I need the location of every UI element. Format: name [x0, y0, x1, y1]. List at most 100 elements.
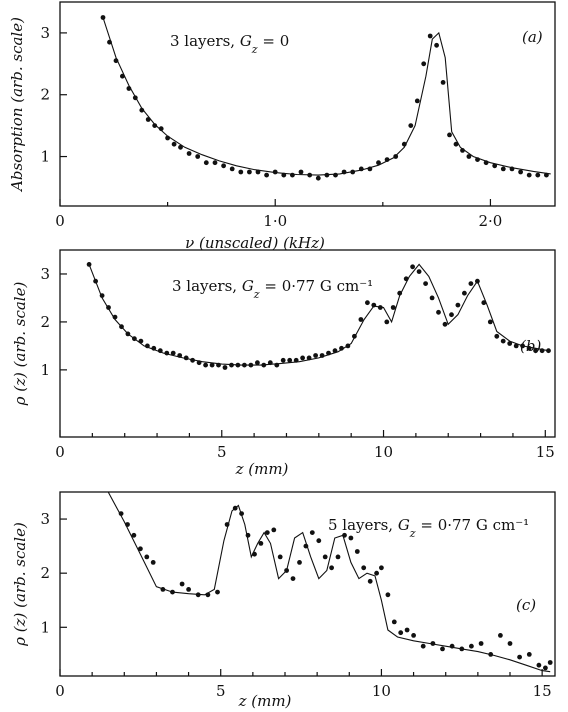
data-point	[494, 333, 500, 339]
y-axis-title: Absorption (arb. scale)	[8, 17, 26, 193]
data-point	[139, 107, 145, 113]
data-point	[203, 160, 209, 166]
data-point	[416, 269, 422, 274]
data-point	[348, 535, 354, 541]
data-point	[442, 321, 448, 327]
y-tick-label: 3	[40, 265, 50, 283]
data-point	[478, 641, 484, 646]
data-point	[307, 172, 313, 178]
data-point	[248, 362, 254, 368]
data-point	[138, 546, 143, 552]
data-point	[306, 355, 312, 361]
data-point	[492, 163, 498, 169]
x-tick-label: 1·0	[263, 212, 287, 230]
y-axis-title: ρ (z) (arb. scale)	[11, 282, 29, 407]
data-point	[404, 627, 410, 633]
data-point	[547, 660, 553, 665]
data-point	[385, 592, 391, 598]
data-point	[212, 160, 218, 166]
data-point	[526, 172, 532, 178]
data-point	[487, 319, 493, 325]
data-point	[119, 324, 124, 330]
data-point	[352, 333, 357, 339]
data-point	[196, 360, 202, 366]
panel-title: 3 layers, Gz = 0·77 G cm⁻¹	[172, 277, 373, 301]
x-tick-label: 10	[374, 443, 393, 461]
data-point	[183, 355, 189, 361]
data-point	[411, 633, 416, 638]
data-point	[398, 630, 404, 636]
data-point	[145, 117, 151, 122]
data-point	[520, 343, 525, 349]
data-point	[466, 154, 472, 159]
data-point	[354, 549, 360, 554]
data-point	[264, 172, 269, 178]
data-point	[112, 314, 118, 320]
data-point	[460, 148, 465, 153]
data-point	[430, 641, 436, 646]
data-point	[264, 530, 270, 535]
data-point	[274, 362, 280, 368]
data-point	[151, 345, 157, 351]
data-point	[158, 126, 164, 132]
data-point	[316, 538, 322, 544]
data-point	[164, 350, 170, 356]
data-point	[277, 554, 283, 560]
data-point	[324, 172, 330, 178]
data-point	[113, 58, 119, 64]
x-tick-label: 0	[55, 212, 65, 230]
x-axis-title: z (mm)	[238, 692, 292, 710]
data-point	[252, 551, 257, 557]
data-point	[255, 169, 261, 175]
data-point	[535, 172, 541, 178]
data-point	[410, 264, 415, 270]
data-point	[420, 643, 426, 649]
data-point	[329, 565, 334, 571]
data-point	[447, 132, 452, 138]
data-point	[203, 362, 209, 368]
data-point	[132, 336, 137, 342]
data-point	[300, 355, 305, 361]
x-tick-label: 2·0	[479, 212, 503, 230]
data-point	[361, 565, 367, 571]
data-point	[224, 522, 230, 527]
data-point	[421, 61, 427, 67]
data-point	[379, 565, 384, 571]
data-point	[333, 172, 338, 178]
data-point	[459, 646, 465, 652]
data-point	[393, 154, 399, 159]
data-point	[322, 554, 328, 560]
data-point	[107, 39, 112, 45]
plot-frame	[59, 1, 556, 207]
data-point	[125, 522, 130, 527]
data-point	[195, 592, 201, 598]
data-point	[376, 160, 381, 166]
data-point	[518, 169, 523, 175]
data-point	[509, 166, 515, 172]
data-point	[229, 166, 235, 172]
y-axis-title: ρ (z) (arb. scale)	[11, 522, 29, 647]
x-axis-title: z (mm)	[235, 460, 289, 478]
data-point	[170, 589, 175, 595]
y-tick-label: 2	[40, 564, 50, 582]
data-point	[232, 505, 238, 511]
data-point	[258, 541, 264, 546]
data-point	[144, 554, 150, 560]
data-point	[255, 360, 260, 366]
data-point	[332, 348, 338, 354]
data-point	[93, 278, 98, 284]
data-point	[126, 86, 132, 91]
data-point	[178, 144, 183, 150]
data-point	[242, 362, 247, 368]
data-point	[345, 343, 351, 349]
data-point	[165, 135, 171, 141]
x-tick-label: 5	[217, 443, 227, 461]
data-point	[513, 343, 519, 349]
data-point	[298, 169, 304, 175]
data-point	[358, 317, 364, 322]
data-point	[125, 331, 131, 337]
x-axis-title: ν (unscaled) (kHz)	[185, 234, 325, 252]
data-point	[290, 576, 296, 581]
data-point	[138, 338, 144, 344]
data-point	[239, 511, 245, 516]
